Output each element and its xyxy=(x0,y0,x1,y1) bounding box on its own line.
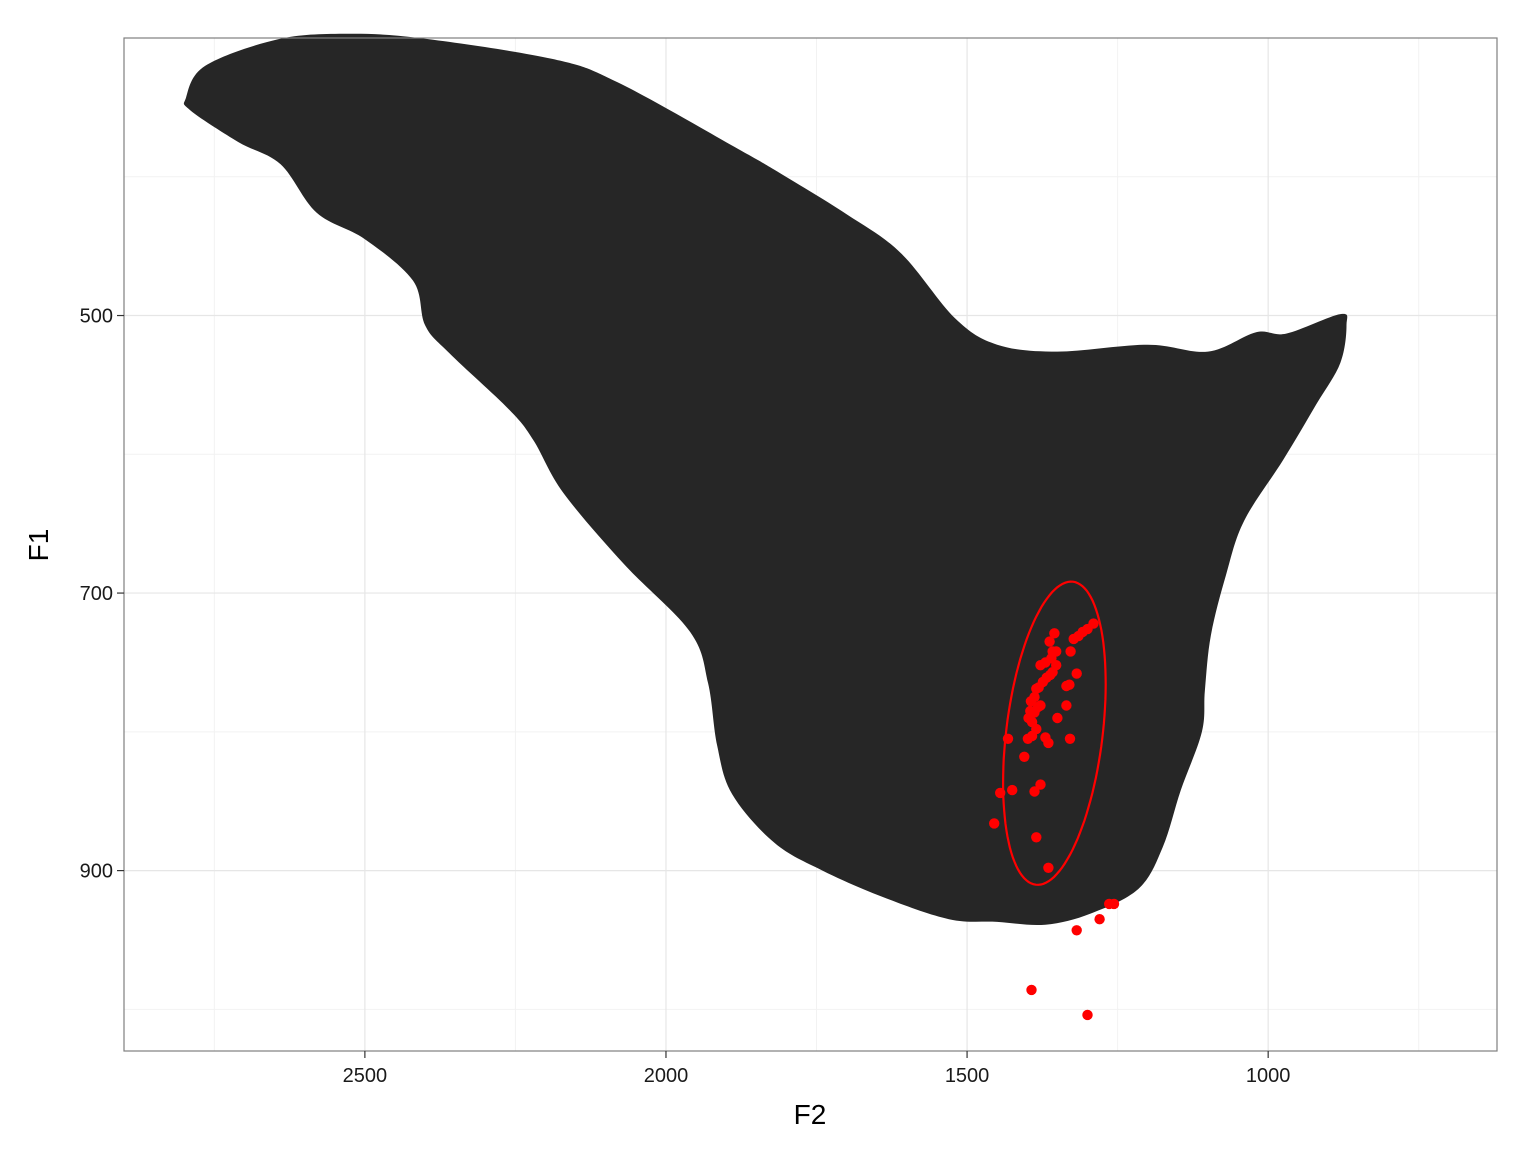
data-point xyxy=(989,818,1000,829)
data-point xyxy=(995,787,1006,799)
data-point xyxy=(1007,784,1018,796)
data-point xyxy=(1043,862,1054,873)
y-tick-label: 900 xyxy=(80,861,113,883)
data-point xyxy=(1029,786,1040,797)
confidence-ellipse xyxy=(1002,580,1107,886)
density-region xyxy=(183,33,1348,926)
data-point xyxy=(1071,925,1082,936)
data-point xyxy=(1065,646,1076,657)
data-point xyxy=(1052,712,1063,724)
y-tick-label: 700 xyxy=(80,583,113,605)
x-axis-ticks: 2500 2000 1500 1000 xyxy=(343,1051,1291,1087)
panel-border xyxy=(123,37,1498,1052)
data-point xyxy=(1029,691,1040,703)
data-point xyxy=(1051,646,1062,657)
data-point xyxy=(1049,628,1060,639)
x-tick-label: 2500 xyxy=(343,1065,388,1087)
data-point xyxy=(1002,733,1014,744)
data-point xyxy=(1043,737,1054,749)
data-point xyxy=(1044,636,1055,647)
y-tick-label: 500 xyxy=(80,306,113,328)
x-tick-label: 1500 xyxy=(945,1065,990,1087)
data-point xyxy=(1019,751,1030,762)
data-point xyxy=(1071,668,1082,679)
data-point xyxy=(1082,1009,1093,1021)
data-point xyxy=(1061,700,1072,711)
data-point xyxy=(1108,898,1120,910)
data-point xyxy=(1064,733,1076,744)
x-tick-label: 2000 xyxy=(644,1065,689,1087)
data-point xyxy=(1026,984,1037,996)
y-axis-ticks: 500 700 900 xyxy=(80,306,124,883)
data-point xyxy=(1035,700,1046,711)
data-point xyxy=(1026,716,1038,728)
data-point xyxy=(1029,707,1040,718)
data-points xyxy=(989,618,1120,1021)
y-axis-title: F1 xyxy=(23,529,54,562)
data-point xyxy=(1031,832,1042,843)
data-point xyxy=(1061,680,1072,692)
x-tick-label: 1000 xyxy=(1246,1065,1291,1087)
data-point xyxy=(1088,618,1099,629)
data-point xyxy=(1094,914,1105,925)
data-point xyxy=(1035,779,1046,790)
x-axis-title: F2 xyxy=(794,1099,827,1130)
data-point xyxy=(1035,660,1046,671)
